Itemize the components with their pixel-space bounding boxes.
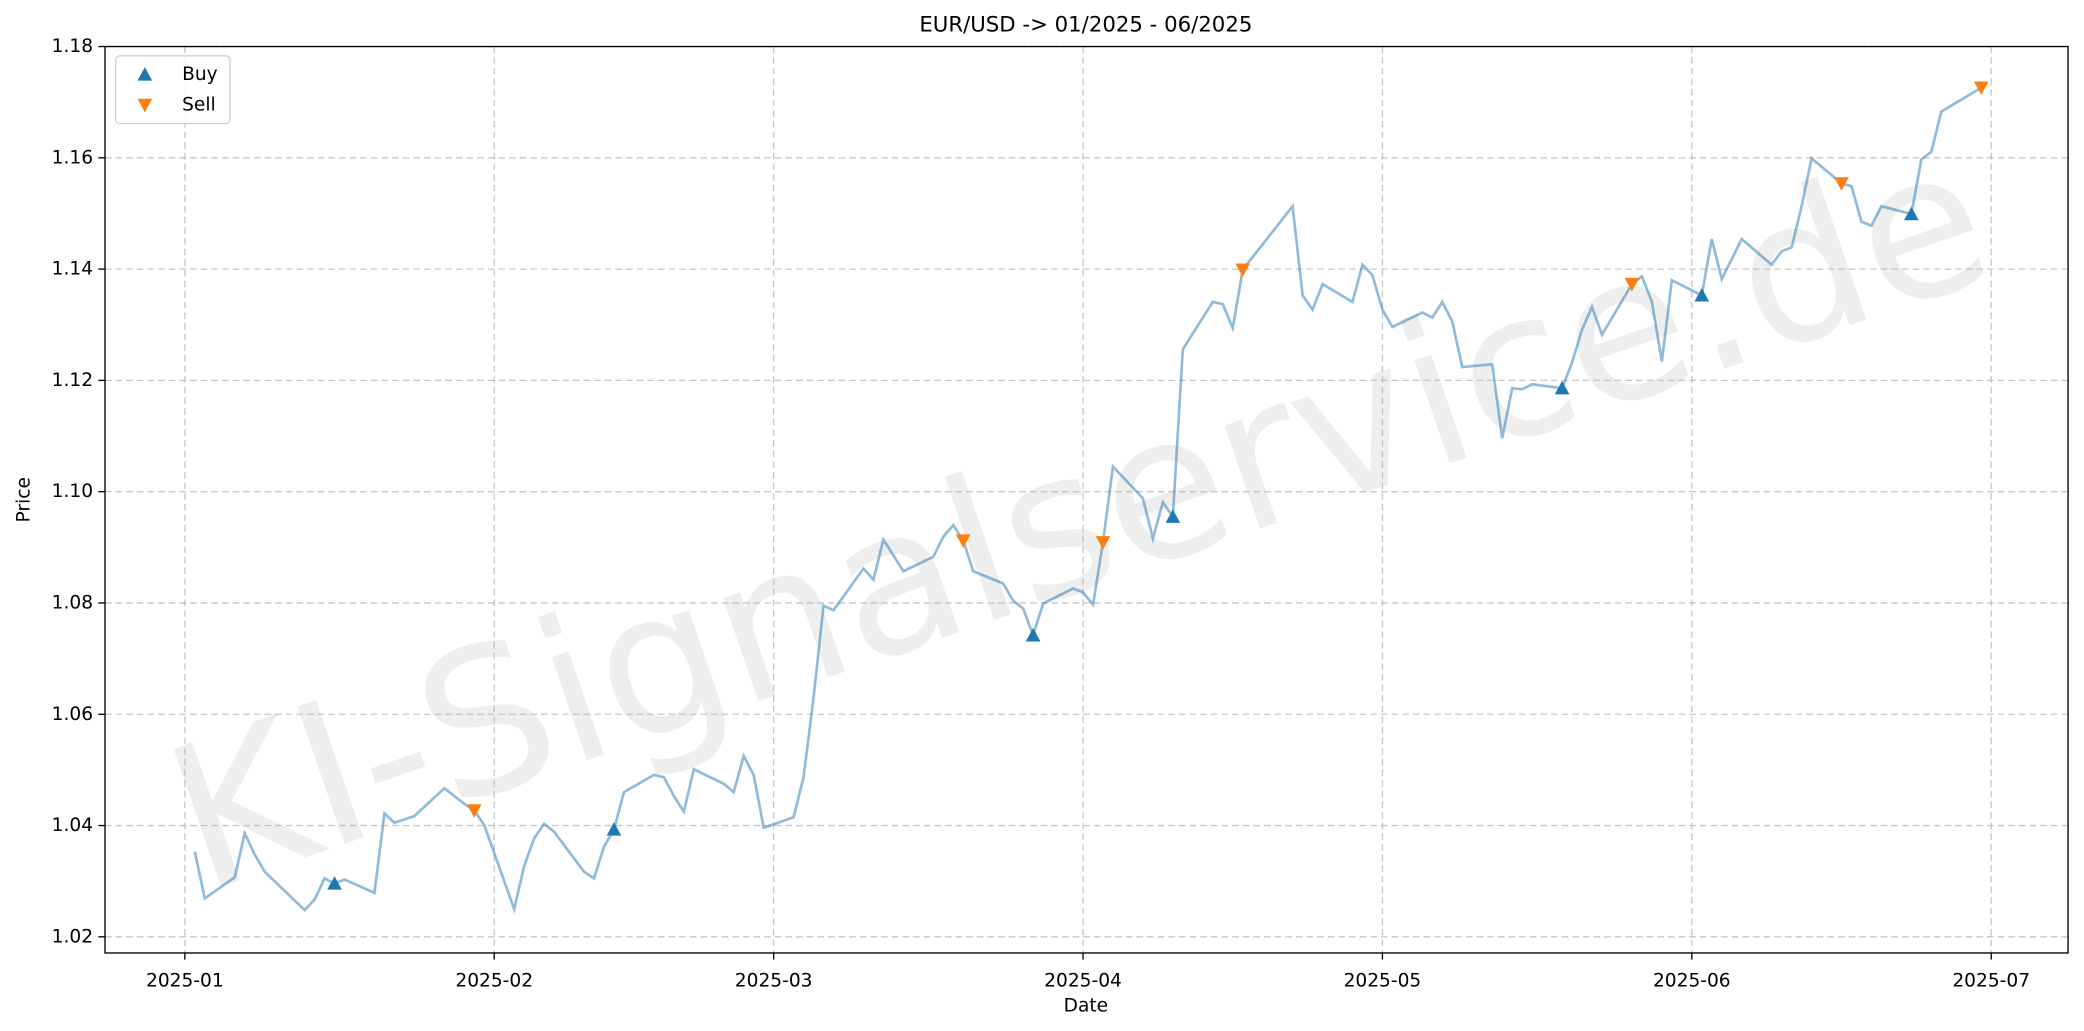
x-tick-label: 2025-07 <box>1952 970 2030 991</box>
x-tick-label: 2025-06 <box>1653 970 1731 991</box>
signal-marker <box>1025 627 1041 642</box>
signal-marker <box>1834 177 1849 191</box>
y-tick-label: 1.14 <box>52 259 93 280</box>
x-tick-label: 2025-02 <box>455 970 533 991</box>
legend-marker <box>137 98 153 113</box>
price-line <box>193 86 1982 914</box>
legend-marker <box>137 67 153 81</box>
y-tick-label: 1.02 <box>52 926 93 947</box>
signal-marker <box>1165 509 1181 523</box>
signal-marker <box>1235 263 1251 277</box>
signal-marker <box>1095 536 1111 550</box>
y-tick-label: 1.12 <box>52 370 93 391</box>
x-axis-label: Date <box>1064 996 1108 1017</box>
signal-marker <box>1624 277 1640 292</box>
x-tick-label: 2025-04 <box>1044 970 1122 991</box>
y-axis-label: Price <box>13 477 34 522</box>
signal-marker <box>466 804 482 818</box>
x-tick-label: 2025-05 <box>1344 970 1422 991</box>
signal-marker <box>1973 81 1989 96</box>
signal-marker <box>606 822 622 836</box>
signal-marker <box>1694 287 1710 302</box>
signal-marker <box>1904 206 1919 221</box>
legend-label: Buy <box>182 64 218 85</box>
y-tick-label: 1.08 <box>52 592 93 613</box>
chart-title: EUR/USD -> 01/2025 - 06/2025 <box>919 12 1252 37</box>
legend-label: Sell <box>182 95 216 116</box>
plot-frame <box>104 45 2069 954</box>
y-tick-label: 1.18 <box>52 36 93 57</box>
y-tick-label: 1.10 <box>52 481 93 502</box>
signal-marker <box>327 876 342 890</box>
y-tick-label: 1.04 <box>52 815 93 836</box>
x-tick-label: 2025-01 <box>146 970 224 991</box>
signal-marker <box>1554 380 1570 395</box>
y-tick-label: 1.16 <box>52 147 93 168</box>
signal-marker <box>955 534 971 548</box>
x-tick-label: 2025-03 <box>735 970 813 991</box>
y-tick-label: 1.06 <box>52 704 93 725</box>
